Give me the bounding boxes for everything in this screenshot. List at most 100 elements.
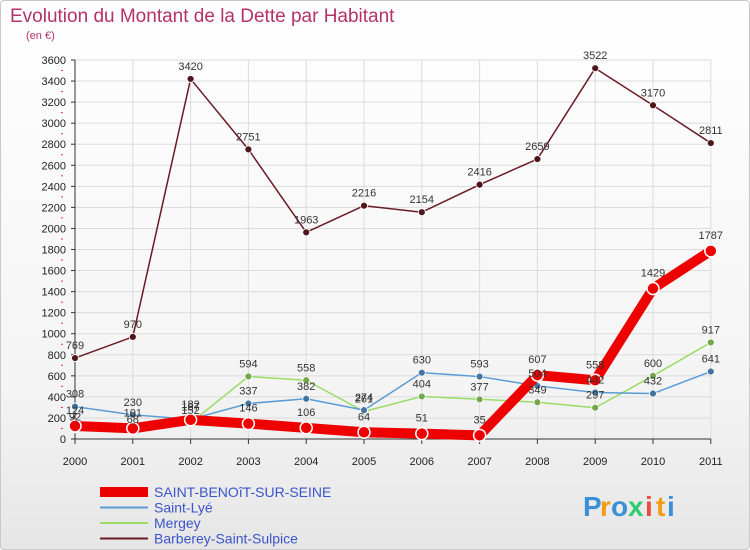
series-barberey-saint-sulpice (71, 64, 715, 362)
data-label: 337 (239, 386, 257, 398)
axes: 0 200 400 600 800 1000 1200 1400 1600 1800 2000 220… (42, 55, 723, 468)
data-label: 558 (586, 359, 604, 371)
data-label: 593 (470, 359, 488, 371)
logo-letter: r (600, 491, 611, 522)
series-saint-beno-t-sur-seine (68, 244, 718, 443)
x-tick-label: 2006 (410, 456, 434, 468)
data-label: 187 (181, 401, 199, 413)
series-line-saint-beno-t-sur-seine (70, 245, 716, 441)
x-tick-label: 2000 (63, 456, 87, 468)
data-label: 1787 (699, 230, 723, 242)
data-label: 68 (127, 414, 139, 426)
data-label: 3522 (583, 50, 607, 62)
data-label: 607 (528, 354, 546, 366)
y-tick-label: 3000 (42, 118, 66, 130)
data-label: 2416 (467, 167, 491, 179)
chart-subtitle: (en €) (26, 30, 55, 42)
data-point (475, 372, 484, 381)
data-label: 630 (413, 355, 431, 367)
data-label: 917 (702, 324, 720, 336)
data-point (475, 180, 484, 189)
data-point (588, 373, 602, 388)
logo-letter: i (667, 491, 675, 522)
y-tick-label: 2000 (42, 223, 66, 235)
data-label: 146 (239, 403, 257, 415)
proxiti-logo: Pr o x i t i (583, 491, 675, 522)
x-tick-label: 2008 (525, 456, 549, 468)
data-point (186, 75, 195, 83)
y-tick-label: 600 (48, 371, 66, 383)
data-label: 404 (413, 378, 431, 390)
logo-letter: P (583, 491, 602, 522)
data-label: 3420 (178, 61, 202, 73)
data-label: 432 (644, 376, 662, 388)
y-tick-label: 1400 (42, 287, 66, 299)
data-point (417, 208, 426, 217)
data-label: 2751 (236, 131, 260, 143)
data-point (591, 403, 600, 412)
data-label: 3170 (641, 87, 665, 99)
data-label: 92 (69, 411, 81, 423)
data-point (706, 367, 715, 376)
data-point (649, 371, 657, 380)
data-label: 2216 (352, 188, 376, 200)
logo-letter: x (628, 491, 644, 522)
data-label: 64 (358, 411, 370, 423)
data-point (357, 425, 371, 440)
data-point (71, 402, 79, 411)
y-tick-label: 1000 (42, 329, 66, 341)
x-tick-label: 2005 (352, 456, 376, 468)
data-point (302, 376, 311, 385)
data-label: 297 (586, 390, 604, 402)
y-tick-label: 400 (48, 392, 66, 404)
data-label: 152 (181, 405, 199, 417)
x-tick-label: 2004 (294, 456, 318, 468)
data-point (128, 410, 137, 419)
y-tick-label: 1200 (42, 308, 66, 320)
data-label: 442 (586, 374, 604, 386)
data-label: 504 (528, 368, 546, 380)
legend-label: Mergey (154, 515, 201, 531)
data-label: 641 (702, 354, 720, 366)
data-point (706, 139, 715, 147)
y-tick-label: 3400 (42, 76, 66, 88)
data-label: 377 (470, 381, 488, 393)
data-label: 1429 (641, 268, 665, 280)
data-label: 51 (416, 413, 428, 425)
series-layer (68, 64, 718, 443)
data-point (183, 413, 198, 427)
data-point (472, 428, 487, 443)
data-point (591, 64, 600, 73)
legend-label: SAINT-BENOîT-SUR-SEINE (154, 484, 331, 500)
data-point (128, 332, 137, 341)
data-point (244, 145, 253, 154)
data-label: 558 (297, 362, 315, 374)
data-point (302, 228, 311, 237)
data-point (646, 281, 660, 296)
data-label: 769 (66, 340, 84, 352)
data-labels: 769 970 3420 2751 1963 2216 2154 2416 2659 3522 31… (66, 50, 723, 426)
grid (74, 59, 712, 440)
data-label: 349 (528, 384, 546, 396)
data-label: 382 (297, 381, 315, 393)
data-label: 35 (473, 414, 485, 426)
legend: SAINT-BENOîT-SUR-SEINESaint-LyéMergeyBar… (100, 484, 331, 547)
data-label: 230 (124, 397, 142, 409)
data-point (649, 101, 657, 110)
x-tick-label: 2001 (121, 456, 145, 468)
data-point (360, 201, 368, 210)
data-point (704, 244, 718, 258)
legend-label: Saint-Lyé (154, 500, 213, 516)
data-label: 106 (297, 407, 315, 419)
data-point (244, 399, 253, 408)
data-label: 594 (239, 358, 257, 370)
data-point (649, 389, 657, 398)
data-point (417, 368, 426, 377)
series-line-saint-ly (74, 370, 712, 421)
data-point (533, 398, 542, 407)
x-tick-label: 2007 (467, 456, 491, 468)
x-tick-label: 2009 (583, 456, 607, 468)
y-tick-label: 200 (48, 413, 66, 425)
y-tick-label: 2800 (42, 139, 66, 151)
